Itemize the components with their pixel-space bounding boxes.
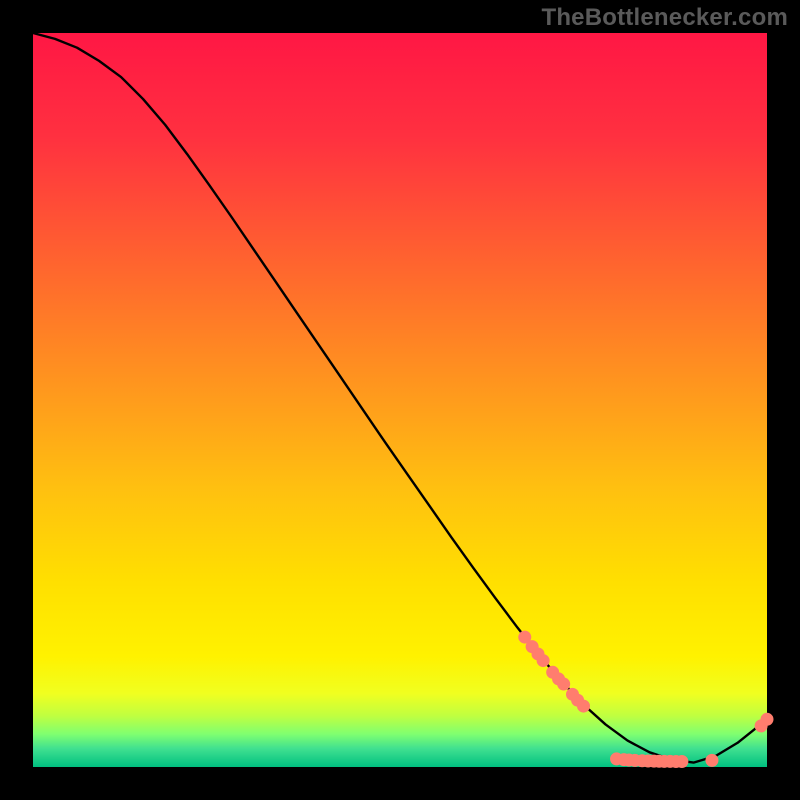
data-marker	[761, 713, 774, 726]
data-marker	[705, 754, 718, 767]
data-marker	[557, 678, 570, 691]
chart-root: TheBottlenecker.com	[0, 0, 800, 800]
chart-svg	[0, 0, 800, 800]
plot-area	[33, 33, 767, 767]
data-marker	[577, 700, 590, 713]
watermark: TheBottlenecker.com	[541, 4, 788, 32]
data-marker	[537, 654, 550, 667]
data-marker	[675, 755, 688, 768]
